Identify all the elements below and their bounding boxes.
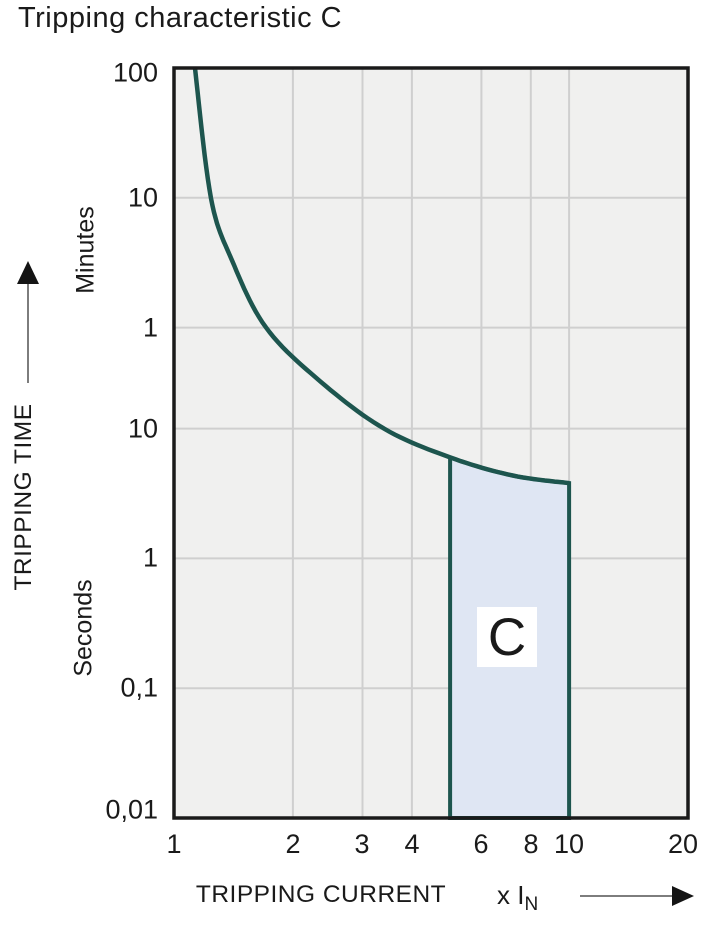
y-axis-unit-minutes: Minutes xyxy=(71,206,100,294)
right-arrow-head-icon xyxy=(672,886,694,906)
x-tick-label-6: 6 xyxy=(473,829,489,859)
up-arrow-icon xyxy=(27,283,29,383)
x-axis-multiplier-subscript: N xyxy=(524,894,539,916)
x-axis-multiplier: x IN xyxy=(497,880,538,916)
plot-background xyxy=(174,68,688,818)
x-tick-label-20: 20 xyxy=(667,829,699,859)
x-axis-title: TRIPPING CURRENT xyxy=(195,881,447,908)
tripping-curve xyxy=(192,67,570,486)
plot-border xyxy=(172,66,690,820)
region-label: C xyxy=(487,607,527,667)
x-tick-label-10: 10 xyxy=(553,829,585,859)
y-tick-label-100: 100 xyxy=(112,57,158,88)
x-tick-label-8: 8 xyxy=(523,829,539,859)
y-tick-label-0_01: 0,01 xyxy=(105,794,158,825)
x-tick-label-1: 1 xyxy=(166,829,182,859)
y-tick-label-1: 1 xyxy=(142,312,158,343)
y-tick-label-10: 10 xyxy=(127,413,158,444)
x-axis-multiplier-label: x I xyxy=(497,880,525,910)
right-arrow-icon xyxy=(580,895,672,897)
y-axis-unit-seconds: Seconds xyxy=(69,579,98,677)
y-tick-label-1: 1 xyxy=(142,542,158,573)
y-axis-title: TRIPPING TIME xyxy=(10,403,37,591)
region-label-box: C xyxy=(477,607,537,667)
y-tick-label-10: 10 xyxy=(127,182,158,213)
x-tick-label-2: 2 xyxy=(285,829,301,859)
up-arrow-head-icon xyxy=(17,261,39,284)
x-tick-label-3: 3 xyxy=(354,829,370,859)
x-tick-label-4: 4 xyxy=(404,829,420,859)
y-tick-label-0_1: 0,1 xyxy=(120,672,158,703)
chart-title: Tripping characteristic C xyxy=(18,2,343,34)
